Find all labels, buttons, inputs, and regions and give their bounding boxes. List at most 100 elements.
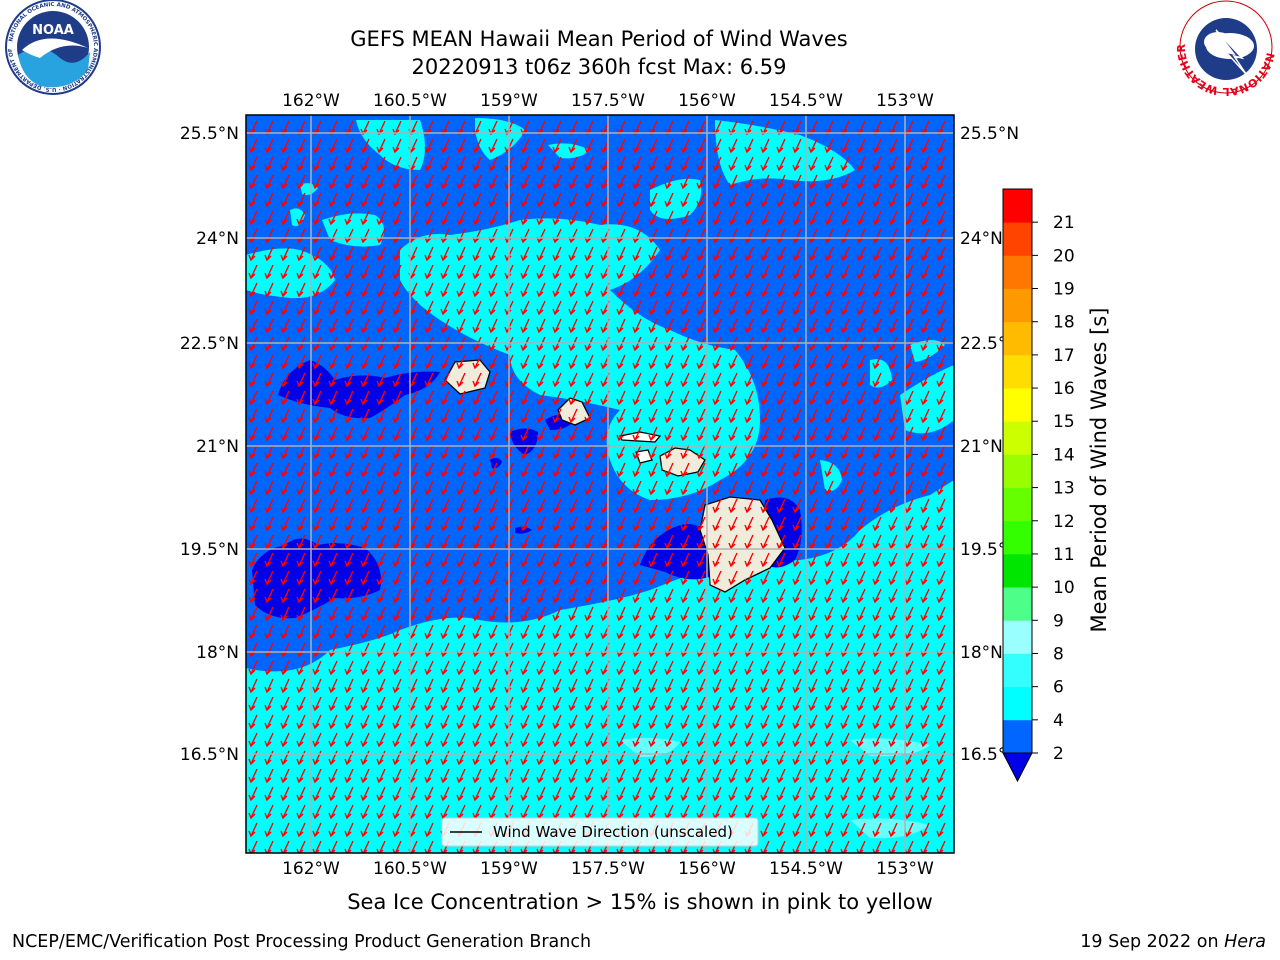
- wind-wave-arrowhead: [472, 182, 480, 190]
- wind-wave-arrow: [842, 660, 850, 675]
- wind-wave-arrow: [346, 480, 354, 495]
- wind-wave-arrow: [746, 462, 754, 477]
- wind-wave-arrow: [826, 408, 834, 423]
- wind-wave-arrow: [346, 768, 354, 783]
- wind-wave-arrowhead: [376, 794, 384, 802]
- wind-wave-arrow: [314, 282, 322, 297]
- wind-wave-arrow: [314, 174, 322, 189]
- wind-wave-arrowhead: [760, 200, 768, 208]
- wind-wave-arrowhead: [648, 362, 656, 370]
- wind-wave-arrow: [794, 210, 802, 225]
- wind-wave-arrow: [650, 732, 658, 747]
- wind-wave-arrow: [538, 624, 546, 639]
- wind-wave-arrow: [730, 228, 738, 243]
- wind-wave-arrowhead: [808, 164, 816, 172]
- wind-wave-arrow: [858, 120, 866, 135]
- wind-wave-arrow: [506, 768, 514, 783]
- wind-wave-arrowhead: [808, 560, 816, 568]
- islands: [444, 359, 786, 593]
- wind-wave-arrowhead: [360, 128, 368, 136]
- wind-wave-arrowhead: [264, 434, 272, 442]
- wind-wave-arrowhead: [808, 812, 816, 820]
- wind-wave-arrowhead: [312, 218, 320, 226]
- wind-wave-arrow: [650, 354, 658, 369]
- wind-wave-arrowhead: [824, 164, 832, 172]
- wind-wave-arrowhead: [776, 560, 784, 568]
- wind-wave-arrowhead: [248, 596, 256, 604]
- wind-wave-arrow: [378, 786, 386, 801]
- wind-wave-arrow: [618, 732, 626, 747]
- wind-wave-arrowhead: [664, 146, 672, 154]
- wind-wave-arrow: [890, 552, 898, 567]
- wind-wave-arrow: [282, 552, 290, 567]
- wind-wave-arrow: [698, 462, 706, 477]
- wind-wave-arrow: [538, 408, 546, 423]
- wind-wave-arrowhead: [312, 776, 320, 784]
- wind-wave-arrow: [586, 804, 594, 819]
- wind-wave-arrow: [730, 660, 738, 675]
- wind-wave-arrow: [874, 498, 882, 513]
- wind-wave-arrow: [842, 516, 850, 531]
- wind-wave-arrow: [266, 498, 274, 513]
- wind-wave-arrowhead: [872, 146, 880, 154]
- wind-wave-arrow: [810, 570, 818, 585]
- wind-wave-arrow: [330, 354, 338, 369]
- wind-wave-arrow: [826, 642, 834, 657]
- wind-wave-arrow: [634, 282, 642, 297]
- wind-wave-arrow: [634, 300, 642, 315]
- wind-wave-arrow: [778, 174, 786, 189]
- wind-wave-arrow: [874, 534, 882, 549]
- wind-wave-arrowhead: [424, 722, 432, 730]
- wind-wave-arrow: [490, 534, 498, 549]
- wind-wave-arrow: [634, 462, 642, 477]
- wind-wave-arrow: [730, 786, 738, 801]
- wind-wave-arrowhead: [712, 794, 720, 802]
- wind-wave-arrow: [714, 696, 722, 711]
- wind-wave-arrowhead: [552, 776, 560, 784]
- wind-wave-arrowhead: [856, 542, 864, 550]
- wind-wave-arrowhead: [840, 794, 848, 802]
- wind-wave-arrow: [698, 570, 706, 585]
- wind-wave-arrow: [378, 768, 386, 783]
- wind-wave-arrowhead: [392, 398, 400, 406]
- wind-wave-arrow: [330, 588, 338, 603]
- wind-wave-arrowhead: [712, 596, 720, 604]
- wind-wave-arrow: [378, 390, 386, 405]
- wind-wave-arrowhead: [712, 470, 720, 478]
- wind-wave-arrow: [314, 552, 322, 567]
- wind-wave-arrow: [810, 408, 818, 423]
- wind-wave-arrowhead: [296, 218, 304, 226]
- wind-wave-arrow: [586, 732, 594, 747]
- wind-wave-arrow: [922, 372, 930, 387]
- wind-wave-arrowhead: [520, 848, 528, 853]
- wind-wave-arrow: [922, 516, 930, 531]
- wind-wave-arrowhead: [712, 164, 720, 172]
- wind-wave-arrowhead: [616, 614, 624, 622]
- wind-wave-arrowhead: [552, 524, 560, 532]
- wind-wave-arrow: [714, 660, 722, 675]
- wind-wave-arrow: [714, 516, 722, 531]
- wind-wave-arrow: [426, 498, 434, 513]
- wind-wave-arrow: [522, 372, 530, 387]
- wind-wave-arrow: [346, 282, 354, 297]
- wind-wave-arrow: [922, 660, 930, 675]
- wind-wave-arrow: [282, 822, 290, 837]
- wind-wave-arrowhead: [792, 524, 800, 532]
- wind-wave-arrowhead: [664, 416, 672, 424]
- wind-wave-arrowhead: [664, 506, 672, 514]
- wind-wave-arrow: [426, 300, 434, 315]
- wind-wave-arrow: [362, 516, 370, 531]
- wind-wave-arrowhead: [840, 182, 848, 190]
- wind-wave-arrowhead: [824, 344, 832, 352]
- wind-wave-arrow: [554, 120, 562, 135]
- wind-wave-arrowhead: [456, 668, 464, 676]
- wind-wave-arrow: [346, 804, 354, 819]
- wind-wave-arrowhead: [264, 614, 272, 622]
- wind-wave-arrowhead: [360, 182, 368, 190]
- wind-wave-arrow: [298, 768, 306, 783]
- wind-wave-arrow: [458, 498, 466, 513]
- wind-wave-arrowhead: [712, 254, 720, 262]
- wind-wave-arrowhead: [728, 128, 736, 136]
- wind-wave-arrowhead: [344, 146, 352, 154]
- lat-label: 21°N: [960, 437, 1003, 457]
